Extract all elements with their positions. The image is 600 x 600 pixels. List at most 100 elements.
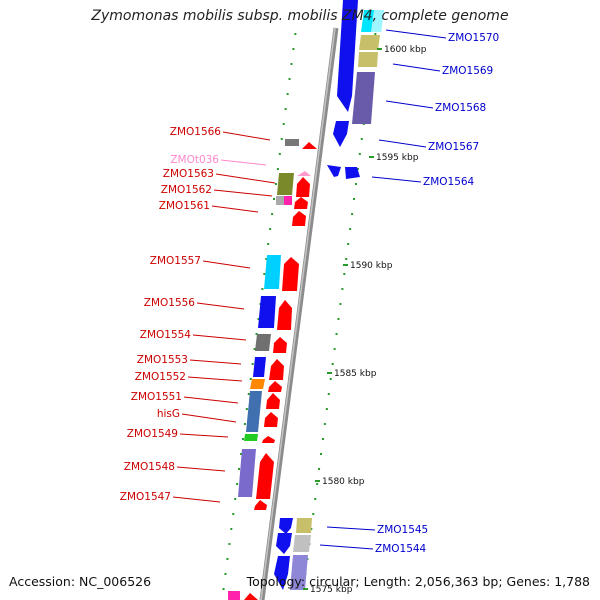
reverse-strand-genes xyxy=(274,0,384,590)
guide-dot xyxy=(331,363,334,365)
gene-label-ZMO1544[interactable]: ZMO1544 xyxy=(375,543,427,555)
guide-dot xyxy=(269,228,272,230)
guide-dot xyxy=(222,588,225,590)
guide-dot xyxy=(347,243,350,245)
guide-dot xyxy=(318,468,321,470)
gene-ZMO1556-blue[interactable] xyxy=(258,296,276,328)
gene-ZMO1543-shape[interactable] xyxy=(274,556,290,590)
gene-ZMO1543b-shape[interactable] xyxy=(290,555,308,590)
leader-line xyxy=(179,433,229,438)
gene-ZMO1569-shape[interactable] xyxy=(337,0,358,112)
gene-ZMO1564b-shape[interactable] xyxy=(345,167,360,179)
gene-ZMO1562-grey[interactable] xyxy=(276,196,284,205)
guide-dot xyxy=(292,48,295,50)
gene-ZMO1563-olive[interactable] xyxy=(277,173,294,195)
gene-ZMO1544b-shape[interactable] xyxy=(293,535,311,552)
gene-ZMO1569b-shape[interactable] xyxy=(358,52,378,67)
gene-ZMO1545-shape[interactable] xyxy=(279,518,293,534)
gene-ZMO1551-steel[interactable] xyxy=(246,391,262,432)
gene-ZMO1566-arrow[interactable] xyxy=(302,142,317,149)
gene-label-ZMO1551[interactable]: ZMO1551 xyxy=(131,391,182,403)
guide-dot xyxy=(284,108,287,110)
guide-dot xyxy=(351,213,354,215)
gene-label-ZMO1552[interactable]: ZMO1552 xyxy=(135,371,186,383)
leader-line xyxy=(319,544,374,550)
gene-ZMO1553-arrow[interactable] xyxy=(269,359,284,380)
tick-label: 1575 kbp xyxy=(310,585,353,595)
gene-ZMOt036-shape[interactable] xyxy=(297,171,311,176)
guide-dot xyxy=(314,498,317,500)
guide-dot xyxy=(325,408,328,410)
gene-ZMO1557-arrow[interactable] xyxy=(282,257,299,291)
accession-text: Accession: NC_006526 xyxy=(9,574,152,589)
gene-ZMO1562-arrow[interactable] xyxy=(294,197,308,209)
gene-label-ZMO1569[interactable]: ZMO1569 xyxy=(442,65,493,77)
gene-bottom-arrow[interactable] xyxy=(244,593,258,600)
genome-backbone-highlight xyxy=(260,27,336,600)
guide-dot xyxy=(273,198,276,200)
gene-label-ZMO1561[interactable]: ZMO1561 xyxy=(159,200,210,212)
gene-ZMO1548-arrow[interactable] xyxy=(256,453,274,499)
gene-ZMO1549-arrow[interactable] xyxy=(262,436,275,443)
gene-label-ZMO1553[interactable]: ZMO1553 xyxy=(137,354,188,366)
guide-dot xyxy=(339,303,342,305)
gene-label-ZMO1562[interactable]: ZMO1562 xyxy=(161,184,212,196)
gene-ZMO1567-shape[interactable] xyxy=(333,121,349,147)
guide-dot xyxy=(354,183,357,185)
gene-label-ZMO1566[interactable]: ZMO1566 xyxy=(170,126,222,138)
tick-label: 1595 kbp xyxy=(376,153,419,163)
gene-bottom-magenta[interactable] xyxy=(228,591,240,600)
gene-label-ZMO1554[interactable]: ZMO1554 xyxy=(140,329,192,341)
guide-dot xyxy=(316,483,319,485)
gene-ZMO1566-grey[interactable] xyxy=(285,139,299,146)
gene-label-ZMO1545[interactable]: ZMO1545 xyxy=(377,524,428,536)
gene-ZMO1545b-shape[interactable] xyxy=(296,518,312,533)
gene-ZMO1551-arrow[interactable] xyxy=(266,393,280,409)
gene-label-ZMO1563[interactable]: ZMO1563 xyxy=(163,168,214,180)
guide-dot xyxy=(241,438,244,440)
leader-line xyxy=(172,496,221,503)
leader-line xyxy=(213,189,273,197)
gene-label-ZMO1567[interactable]: ZMO1567 xyxy=(428,141,479,153)
gene-ZMO1553-blue[interactable] xyxy=(253,357,266,377)
gene-ZMO1552-arrow[interactable] xyxy=(268,381,282,392)
gene-ZMO1568-shape[interactable] xyxy=(352,72,375,124)
gene-hisG-arrow[interactable] xyxy=(264,412,278,427)
gene-ZMO1544-shape[interactable] xyxy=(276,533,292,554)
gene-ZMO1554-grey[interactable] xyxy=(255,334,271,351)
gene-label-ZMO1548[interactable]: ZMO1548 xyxy=(124,461,175,473)
gene-label-ZMO1568[interactable]: ZMO1568 xyxy=(435,102,486,114)
gene-ZMO1563-arrow[interactable] xyxy=(296,177,310,197)
gene-ZMO1554-arrow[interactable] xyxy=(273,337,287,353)
gene-label-ZMO1556[interactable]: ZMO1556 xyxy=(144,297,196,309)
guide-dot xyxy=(271,213,274,215)
gene-label-hisG[interactable]: hisG xyxy=(157,408,180,420)
gene-ZMO1549-green[interactable] xyxy=(244,434,258,441)
guide-dot xyxy=(238,468,241,470)
guide-dot xyxy=(360,138,363,140)
gene-ZMO1552-orange[interactable] xyxy=(250,379,265,389)
gene-ZMO1556-arrow[interactable] xyxy=(277,300,292,330)
gene-label-ZMO1549[interactable]: ZMO1549 xyxy=(127,428,178,440)
guide-dot xyxy=(290,63,293,65)
gene-ZMO1547-arrow[interactable] xyxy=(254,500,267,510)
guide-dot xyxy=(312,513,315,515)
leader-line xyxy=(220,159,267,166)
gene-ZMO1569a-shape[interactable] xyxy=(359,35,380,50)
guide-dot xyxy=(253,348,256,350)
guide-dot xyxy=(321,438,324,440)
guide-dot xyxy=(333,348,336,350)
gene-label-ZMO1570[interactable]: ZMO1570 xyxy=(448,32,499,44)
gene-ZMO1562-magenta[interactable] xyxy=(284,196,292,205)
gene-label-ZMO1547[interactable]: ZMO1547 xyxy=(120,491,171,503)
gene-ZMO1561-arrow[interactable] xyxy=(292,211,306,226)
leader-line xyxy=(189,359,242,365)
gene-label-ZMO1557[interactable]: ZMO1557 xyxy=(150,255,201,267)
guide-dot xyxy=(337,318,340,320)
gene-label-ZMO1564[interactable]: ZMO1564 xyxy=(423,176,475,188)
gene-ZMO1557-cyan[interactable] xyxy=(264,255,281,289)
gene-ZMO1564a-shape[interactable] xyxy=(327,165,341,177)
gene-ZMO1548-purple[interactable] xyxy=(238,449,256,497)
gene-label-ZMOt036[interactable]: ZMOt036 xyxy=(170,154,219,166)
